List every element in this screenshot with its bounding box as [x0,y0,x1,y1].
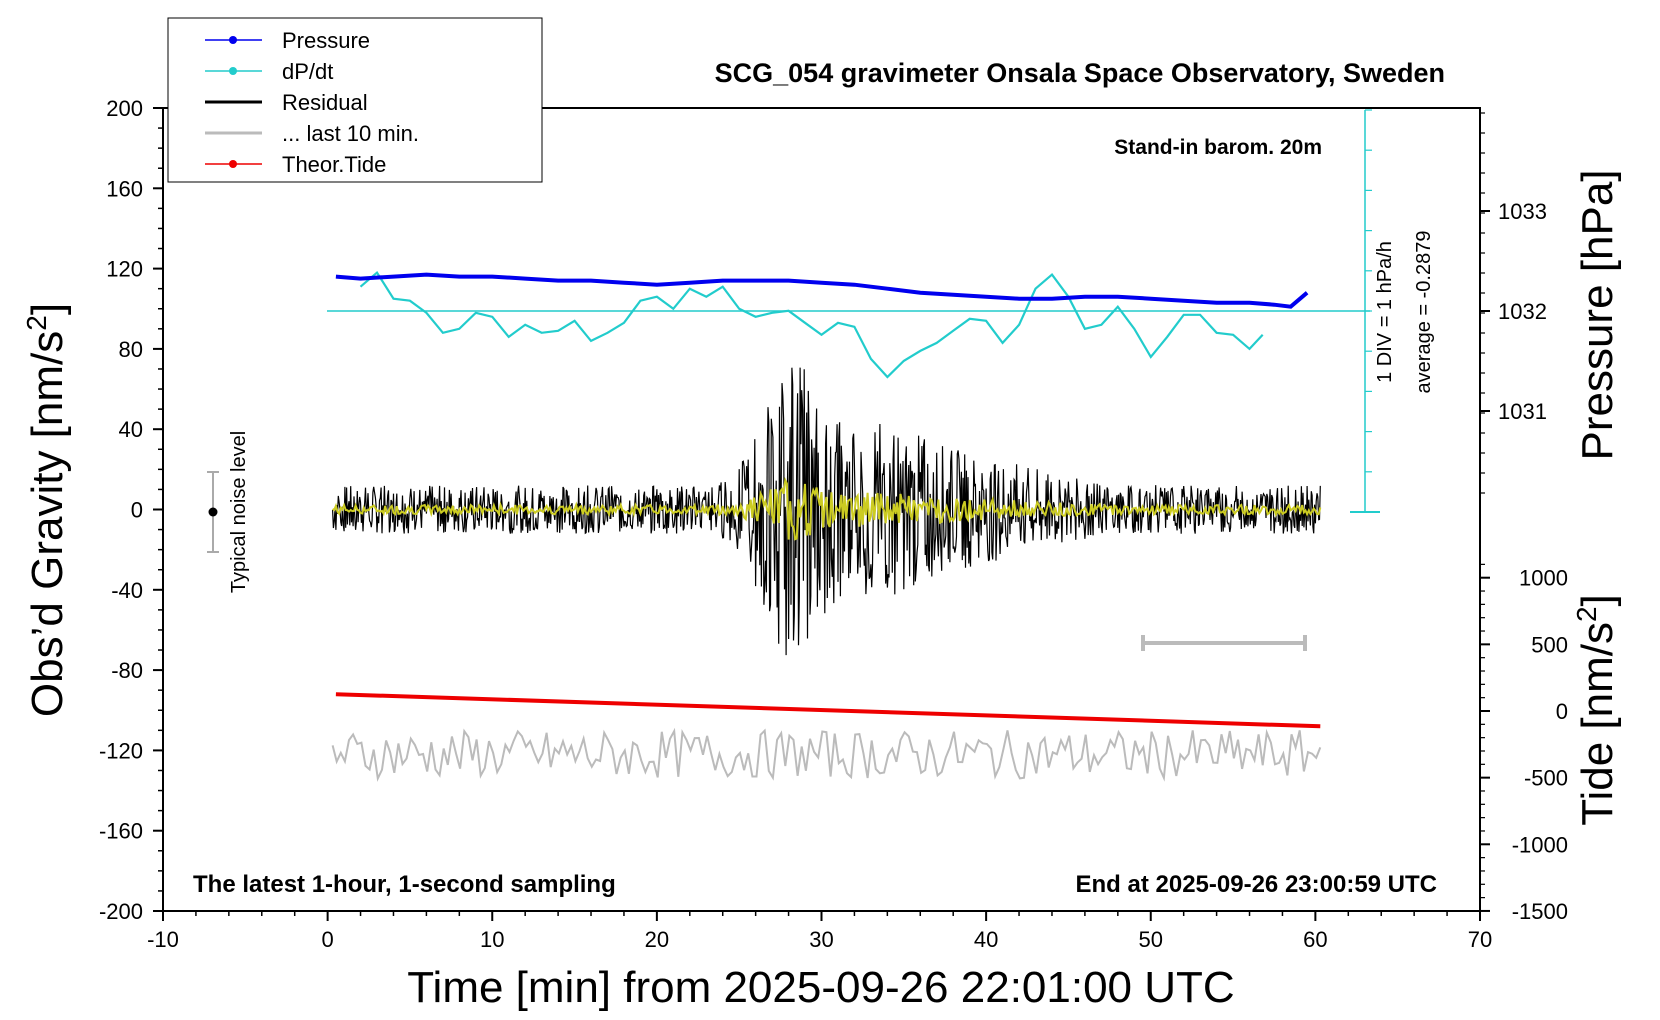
x-tick-label: 30 [809,927,833,952]
y-tick-label: -160 [99,819,143,844]
last-10-min-series [331,727,1322,782]
pressure-series [335,272,1309,309]
legend-label: Residual [282,90,368,115]
noise-label: Typical noise level [228,431,250,593]
y-tick-label: 80 [119,337,143,362]
legend-label: Pressure [282,28,370,53]
ten-minute-bar [1141,635,1307,651]
x-axis-title: Time [min] from 2025-09-26 22:01:00 UTC [407,963,1234,1012]
dpdt-series [359,270,1264,379]
x-tick-label: 20 [645,927,669,952]
x-tick-label: 10 [480,927,504,952]
dpdt-scale-bar [1350,109,1380,513]
y-tick-label: -200 [99,899,143,924]
x-tick-label: 50 [1139,927,1163,952]
x-tick-label: 60 [1303,927,1327,952]
residual-smoothed-series [332,476,1322,541]
latest-label: The latest 1-hour, 1-second sampling [193,871,616,898]
tide-tick-label: 0 [1556,699,1568,724]
tide-tick-label: 1000 [1519,566,1568,591]
tide-axis-title: Tide [nm/s2] [1571,594,1622,826]
x-axis-ticks: -10 0 10 20 30 40 50 60 70 [147,911,1492,952]
tide-tick-label: -1000 [1512,832,1568,857]
y-tick-label: -120 [99,738,143,763]
tide-tick-label: -500 [1524,766,1568,791]
y-tick-label: 0 [131,498,143,523]
chart-title: SCG_054 gravimeter Onsala Space Observat… [715,58,1445,88]
y-axis-left-ticks: 200 160 120 80 40 0 -40 -80 -120 -160 -200 [99,96,163,924]
div-label: 1 DIV = 1 hPa/h [1374,241,1396,383]
y-tick-label: 200 [106,96,143,121]
end-label: End at 2025-09-26 23:00:59 UTC [1076,871,1438,898]
tide-tick-label: -1500 [1512,899,1568,924]
x-tick-label: 0 [322,927,334,952]
tide-tick-label: 500 [1531,632,1568,657]
noise-indicator [207,471,219,553]
theor-tide-series [335,692,1321,729]
pressure-axis-ticks: 1033 1032 1031 [1480,112,1547,494]
y-tick-label: -80 [111,658,143,683]
tide-axis-ticks: 1000 500 0 -500 -1000 -1500 [1480,563,1568,924]
y-tick-label: 160 [106,176,143,201]
y-tick-label: 120 [106,257,143,282]
legend-label: ... last 10 min. [282,121,419,146]
legend: Pressure dP/dt Residual ... last 10 min. The… [167,17,543,183]
x-tick-label: -10 [147,927,179,952]
x-tick-label: 70 [1468,927,1492,952]
legend-marker [229,160,237,168]
pressure-tick-label: 1033 [1498,199,1547,224]
pressure-axis-title: Pressure [hPa] [1573,169,1622,460]
legend-marker [229,67,237,75]
legend-label: dP/dt [282,59,333,84]
barom-label: Stand-in barom. 20m [1114,136,1322,159]
pressure-tick-label: 1031 [1498,399,1547,424]
pressure-tick-label: 1032 [1498,299,1547,324]
legend-marker [229,36,237,44]
average-label: average = -0.2879 [1413,231,1435,394]
y-axis-left-title: Obs’d Gravity [nm/s2] [21,303,72,717]
y-tick-label: 40 [119,417,143,442]
y-tick-label: -40 [111,578,143,603]
x-tick-label: 40 [974,927,998,952]
residual-series [332,367,1321,656]
legend-label: Theor.Tide [282,152,386,177]
